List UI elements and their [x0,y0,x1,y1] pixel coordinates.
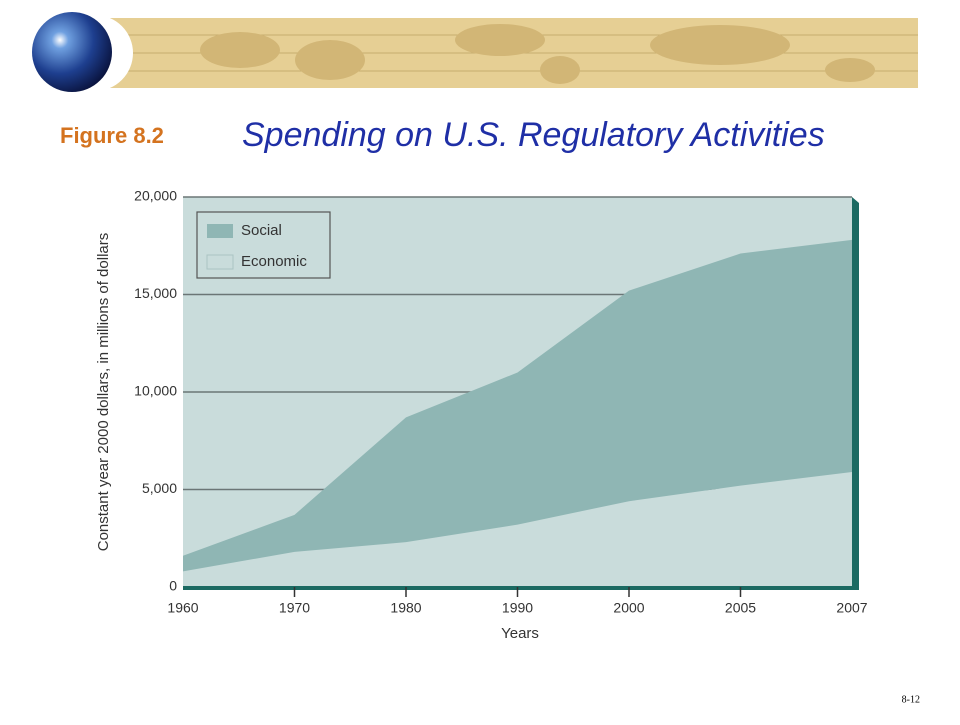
legend-box [196,211,331,279]
area [183,471,852,587]
x-tick-label: 1980 [390,600,421,616]
figure-label: Figure 8.2 [60,123,164,148]
legend-label: Social [241,222,282,239]
y-tick-label: 15,000 [134,285,177,301]
x-axis-base [183,586,859,590]
y-tick-label: 20,000 [134,188,177,204]
legend-swatch [206,254,234,270]
x-tick-label: 1970 [279,600,310,616]
x-tick-label: 2007 [836,600,867,616]
x-tick-label: 2000 [613,600,644,616]
y-tick-label: 0 [169,578,177,594]
x-axis-label: Years [501,625,539,642]
globe [32,12,112,92]
header-banner [32,12,918,92]
map-continents [200,24,875,84]
x-tick-label: 2005 [725,600,756,616]
y-tick-label: 10,000 [134,383,177,399]
chart-title: Spending on U.S. Regulatory Activities [242,116,825,154]
plot-edge [852,197,859,590]
legend-label: Economic [241,253,307,270]
y-axis-label: Constant year 2000 dollars, in millions … [95,233,112,552]
page-number: 8-12 [902,694,920,705]
y-tick-label: 5,000 [142,480,177,496]
area [183,239,852,572]
x-tick-label: 1960 [167,600,198,616]
legend-swatch [207,224,233,238]
x-tick-label: 1990 [502,600,533,616]
